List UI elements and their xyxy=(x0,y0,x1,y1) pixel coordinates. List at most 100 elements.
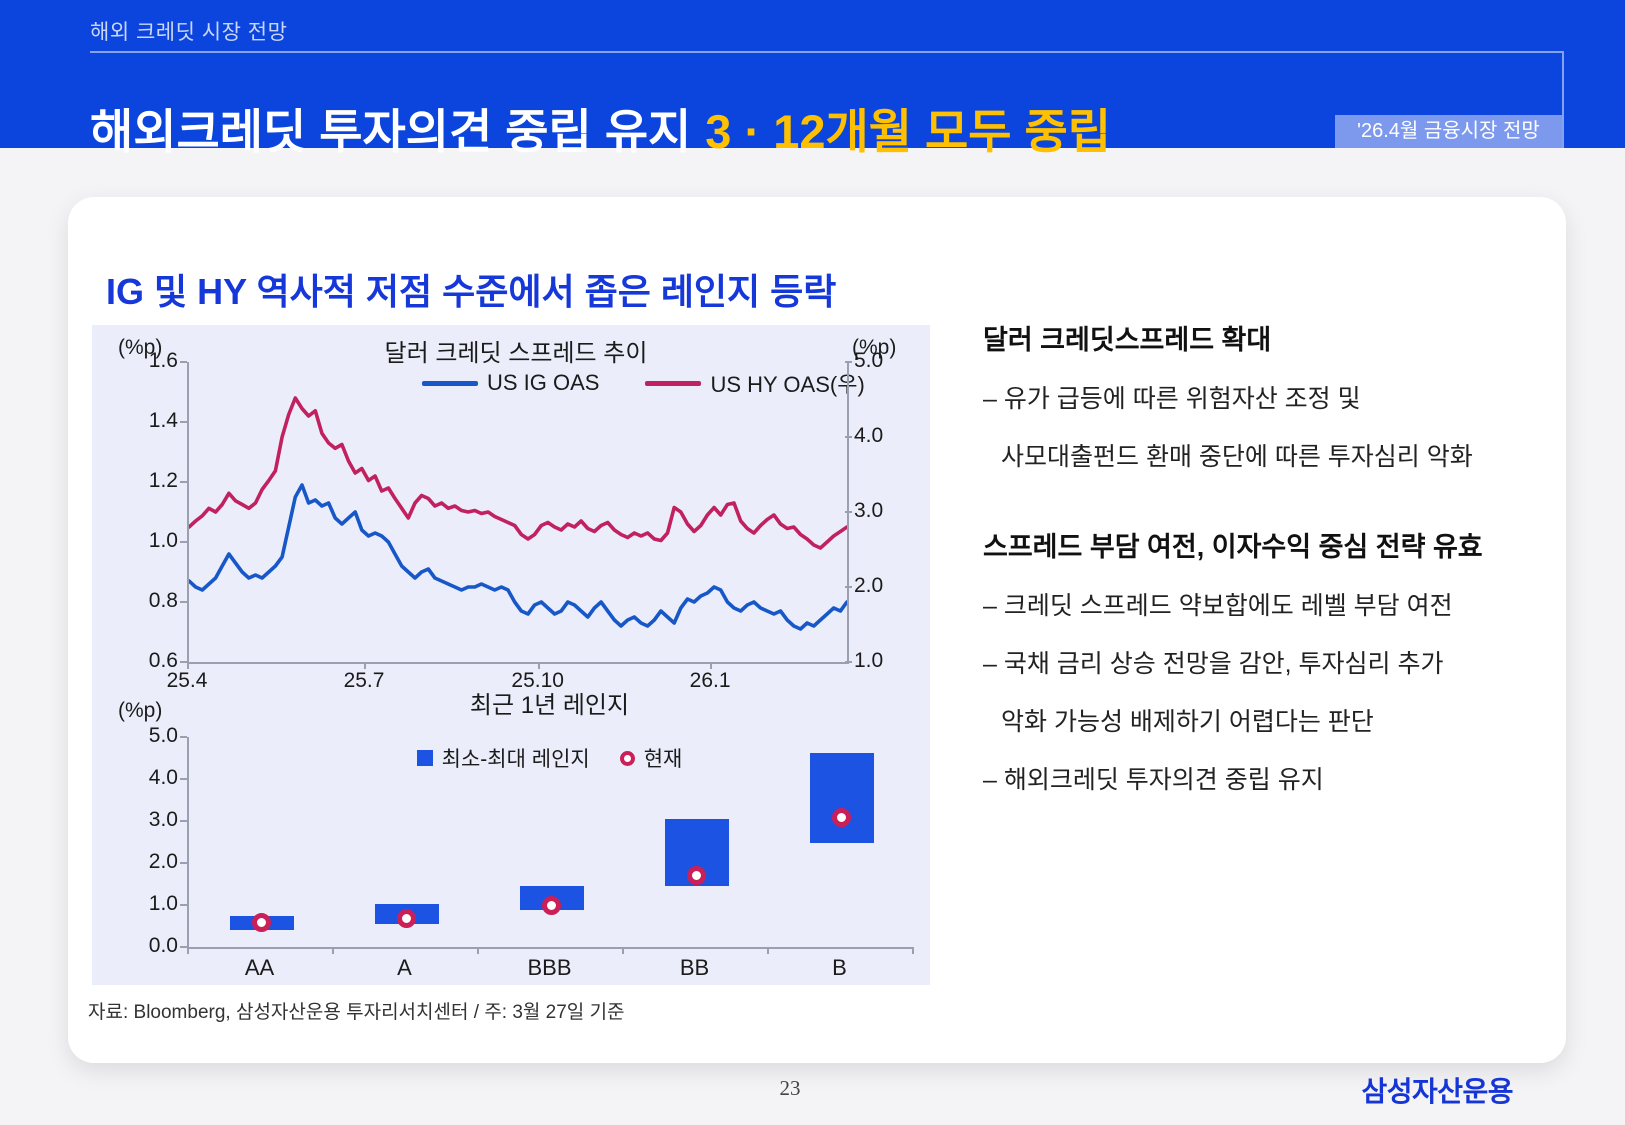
c1-left-tick-label: 1.2 xyxy=(148,469,178,492)
c1-right-tick-label: 1.0 xyxy=(854,649,884,672)
current-marker-BBB xyxy=(542,895,561,915)
chart-panel: (%p) (%p) 달러 크레딧 스프레드 추이 US IG OAS US HY… xyxy=(92,325,930,985)
company-logo: 삼성자산운용 xyxy=(1361,1076,1513,1107)
commentary-line: – 유가 급등에 따른 위험자산 조정 및 xyxy=(983,385,1361,413)
current-marker-BB xyxy=(687,866,706,886)
tick-mark xyxy=(180,421,187,423)
tick-mark xyxy=(180,820,187,822)
c1-left-tick-label: 0.6 xyxy=(148,649,178,672)
tick-mark xyxy=(477,947,479,954)
commentary-line: – 해외크레딧 투자의견 중립 유지 xyxy=(983,766,1324,794)
legend-label-range: 최소-최대 레인지 xyxy=(441,748,590,771)
c1-x-tick-label: 26.1 xyxy=(689,669,731,692)
report-badge: '26.4월 금융시장 전망 xyxy=(1335,115,1562,148)
legend-label-hy: US HY OAS(우) xyxy=(710,372,865,397)
tick-mark xyxy=(180,736,187,738)
c2-y-tick-label: 0.0 xyxy=(148,934,178,957)
current-marker-B xyxy=(832,808,851,828)
c1-left-tick-label: 1.0 xyxy=(148,529,178,552)
current-marker-A xyxy=(397,908,416,928)
c1-right-tick-label: 2.0 xyxy=(854,574,884,597)
tick-mark xyxy=(180,778,187,780)
content-card: IG 및 HY 역사적 저점 수준에서 좁은 레인지 등락 (%p) (%p) … xyxy=(68,197,1566,1063)
category-label-AA: AA xyxy=(244,955,275,980)
hy-line-swatch xyxy=(645,380,702,386)
header: 해외 크레딧 시장 전망 해외크레딧 투자의견 중립 유지 3 · 12개월 모두… xyxy=(0,0,1625,158)
line-chart-svg xyxy=(189,396,847,631)
tick-mark xyxy=(180,904,187,906)
tick-mark xyxy=(180,601,187,603)
tick-mark xyxy=(845,436,852,438)
tick-mark xyxy=(187,947,189,954)
legend-item-range: 최소-최대 레인지 xyxy=(416,743,590,773)
c1-left-tick-label: 1.6 xyxy=(148,349,178,372)
tick-mark xyxy=(622,947,624,954)
c1-left-tick-label: 1.4 xyxy=(148,409,178,432)
legend-label-ig: US IG OAS xyxy=(487,370,600,395)
left-axis-unit: (%p) xyxy=(118,336,163,359)
tick-mark xyxy=(710,662,713,669)
legend-item-hy: US HY OAS(우) xyxy=(645,367,865,399)
commentary-line: 사모대출펀드 환매 중단에 따른 투자심리 악화 xyxy=(1001,443,1473,471)
commentary-heading-1: 달러 크레딧스프레드 확대 xyxy=(983,325,1272,355)
source-note: 자료: Bloomberg, 삼성자산운용 투자리서치센터 / 주: 3월 27… xyxy=(88,1002,625,1023)
tick-mark xyxy=(845,586,852,588)
commentary-line: – 국채 금리 상승 전망을 감안, 투자심리 추가 xyxy=(983,650,1444,678)
tick-mark xyxy=(180,481,187,483)
bar-chart-plot xyxy=(187,737,914,949)
legend-item-current: 현재 xyxy=(619,743,682,773)
tick-mark xyxy=(767,947,769,954)
category-label-BBB: BBB xyxy=(527,955,572,980)
category-label-A: A xyxy=(397,955,412,980)
commentary-heading-2: 스프레드 부담 여전, 이자수익 중심 전략 유효 xyxy=(983,532,1483,562)
c1-right-tick-label: 5.0 xyxy=(854,349,884,372)
tick-mark xyxy=(912,947,914,954)
c1-right-tick-label: 3.0 xyxy=(854,499,884,522)
c2-y-tick-label: 5.0 xyxy=(148,724,178,747)
ig-line xyxy=(189,483,847,631)
tick-mark xyxy=(180,361,187,363)
right-axis-unit: (%p) xyxy=(852,336,897,359)
header-rule xyxy=(90,51,1564,149)
page-title-main: 해외크레딧 투자의견 중립 유지 xyxy=(90,105,692,159)
tick-mark xyxy=(332,947,334,954)
current-marker-AA xyxy=(252,913,271,933)
c1-x-tick-label: 25.7 xyxy=(343,669,385,692)
section-title: IG 및 HY 역사적 저점 수준에서 좁은 레인지 등락 xyxy=(106,270,837,312)
tick-mark xyxy=(187,662,189,669)
c2-y-tick-label: 3.0 xyxy=(148,808,178,831)
line-chart-plot xyxy=(187,362,849,664)
c1-x-tick-label: 25.4 xyxy=(166,669,208,692)
page-title: 해외크레딧 투자의견 중립 유지 3 · 12개월 모두 중립 xyxy=(90,93,1111,162)
tick-mark xyxy=(537,662,540,669)
c1-left-tick-label: 0.8 xyxy=(148,589,178,612)
commentary: 달러 크레딧스프레드 확대 – 유가 급등에 따른 위험자산 조정 및 사모대출… xyxy=(983,318,1523,796)
bar-axis-unit: (%p) xyxy=(118,699,163,722)
tick-mark xyxy=(180,661,187,663)
tick-mark xyxy=(845,511,852,513)
c2-y-tick-label: 4.0 xyxy=(148,766,178,789)
eyebrow-text: 해외 크레딧 시장 전망 xyxy=(90,21,288,44)
tick-mark xyxy=(364,662,366,669)
c2-y-tick-label: 2.0 xyxy=(148,850,178,873)
c2-y-tick-label: 1.0 xyxy=(148,892,178,915)
tick-mark xyxy=(845,661,852,663)
category-label-BB: BB xyxy=(679,955,710,980)
current-swatch xyxy=(619,750,635,766)
tick-mark xyxy=(180,541,187,543)
ig-line-swatch xyxy=(422,380,478,386)
bar-chart-legend: 최소-최대 레인지 현재 xyxy=(187,743,912,773)
category-label-B: B xyxy=(832,955,847,980)
page-number: 23 xyxy=(779,1076,801,1100)
commentary-line: 악화 가능성 배제하기 어렵다는 판단 xyxy=(1001,708,1374,736)
legend-item-ig: US IG OAS xyxy=(422,370,599,396)
page-title-accent: 3 · 12개월 모두 중립 xyxy=(705,105,1112,159)
tick-mark xyxy=(180,946,187,948)
hy-line xyxy=(189,396,847,550)
bar-chart-title: 최근 1년 레인지 xyxy=(469,692,630,719)
line-chart-legend: US IG OAS US HY OAS(우) xyxy=(422,367,865,399)
c1-right-tick-label: 4.0 xyxy=(854,424,884,447)
c1-x-tick-label: 25.10 xyxy=(511,669,564,692)
range-swatch xyxy=(416,750,433,766)
